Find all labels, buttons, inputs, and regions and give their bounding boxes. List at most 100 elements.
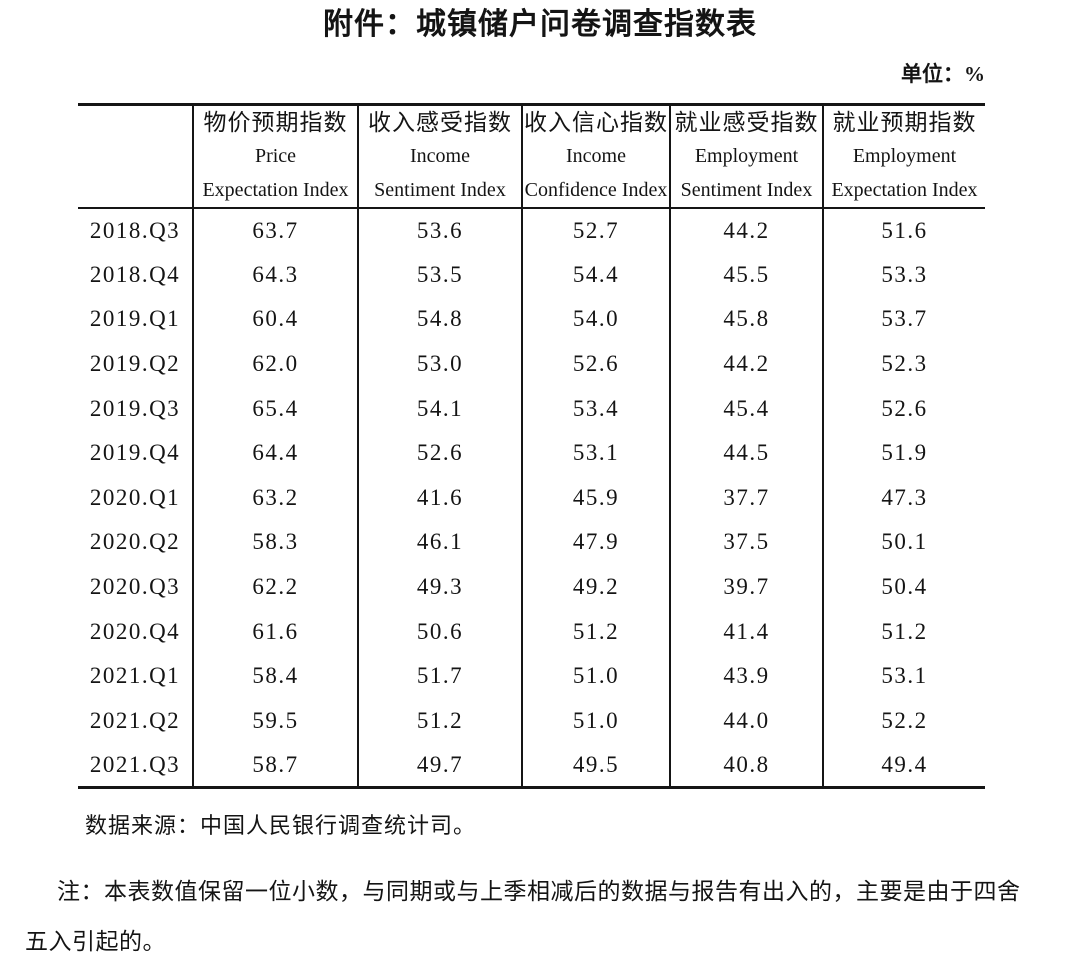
value-cell: 60.4 (192, 297, 358, 342)
value-cell: 37.5 (669, 520, 823, 565)
quarter-cell: 2021.Q2 (89, 707, 181, 733)
value-cell: 40.8 (669, 743, 823, 790)
quarter-cell: 2018.Q3 (89, 217, 181, 243)
unit-label: 单位：% (901, 62, 985, 86)
quarter-cell: 2019.Q2 (89, 351, 181, 377)
column-title-cn: 就业感受指数 (674, 110, 819, 135)
value-cell: 52.7 (521, 208, 670, 253)
quarter-cell: 2021.Q3 (78, 743, 193, 790)
value-cell: 51.2 (822, 609, 985, 654)
header-cell-price-expectation-index: 物价预期指数 Price Expectation Index (192, 103, 358, 209)
value-cell: 59.5 (192, 698, 358, 744)
table-row: 2019.Q2 62.0 53.0 52.6 44.2 52.3 (78, 341, 985, 387)
column-title-en-line2: Confidence Index (524, 179, 668, 201)
value-cell: 53.7 (822, 297, 985, 342)
value-cell: 52.3 (822, 341, 985, 387)
table-row: 2020.Q4 61.6 50.6 51.2 41.4 51.2 (78, 609, 985, 654)
quarter-cell: 2020.Q1 (89, 484, 181, 510)
table-row: 2021.Q3 58.7 49.7 49.5 40.8 49.4 (78, 743, 985, 790)
value-cell: 51.0 (521, 698, 670, 744)
header-row: 物价预期指数 Price Expectation Index 收入感受指数 In… (78, 103, 985, 209)
table-row: 2019.Q4 64.4 52.6 53.1 44.5 51.9 (78, 430, 985, 476)
column-title-en-line1: Employment (852, 145, 957, 167)
footnote: 注：本表数值保留一位小数，与同期或与上季相减后的数据与报告有出入的，主要是由于四… (25, 879, 1021, 955)
value-cell: 51.6 (822, 208, 985, 253)
value-cell: 50.1 (822, 520, 985, 565)
quarter-cell: 2021.Q1 (89, 663, 181, 689)
value-cell: 63.7 (192, 208, 358, 253)
quarter-cell: 2019.Q4 (89, 440, 181, 466)
value-cell: 53.3 (822, 252, 985, 298)
value-cell: 50.6 (357, 609, 522, 654)
value-cell: 54.1 (357, 386, 522, 431)
column-title-en-line2: Expectation Index (831, 179, 978, 201)
value-cell: 54.8 (357, 297, 522, 342)
survey-index-table: 物价预期指数 Price Expectation Index 收入感受指数 In… (78, 103, 985, 790)
table-row: 2019.Q1 60.4 54.8 54.0 45.8 53.7 (78, 297, 985, 342)
value-cell: 49.5 (521, 743, 670, 790)
value-cell: 52.6 (357, 430, 522, 476)
quarter-cell: 2019.Q1 (89, 306, 181, 332)
value-cell: 51.2 (357, 698, 522, 744)
value-cell: 41.4 (669, 609, 823, 654)
table-row: 2020.Q1 63.2 41.6 45.9 37.7 47.3 (78, 475, 985, 521)
table-row: 2020.Q3 62.2 49.3 49.2 39.7 50.4 (78, 564, 985, 610)
column-title-cn: 收入信心指数 (524, 110, 668, 135)
value-cell: 53.0 (357, 341, 522, 387)
value-cell: 49.2 (521, 564, 670, 610)
value-cell: 54.0 (521, 297, 670, 342)
value-cell: 45.9 (521, 475, 670, 521)
value-cell: 45.4 (669, 386, 823, 431)
value-cell: 43.9 (669, 653, 823, 699)
header-cell-employment-expectation-index: 就业预期指数 Employment Expectation Index (822, 103, 985, 209)
table-row: 2018.Q4 64.3 53.5 54.4 45.5 53.3 (78, 252, 985, 298)
value-cell: 41.6 (357, 475, 522, 521)
column-title-en-line1: Income (410, 145, 470, 167)
value-cell: 58.7 (192, 743, 358, 790)
value-cell: 53.5 (357, 252, 522, 298)
value-cell: 61.6 (192, 609, 358, 654)
value-cell: 47.9 (521, 520, 670, 565)
data-source-note: 数据来源：中国人民银行调查统计司。 (85, 813, 477, 839)
quarter-cell: 2020.Q4 (89, 618, 181, 644)
value-cell: 62.2 (192, 564, 358, 610)
value-cell: 64.3 (192, 252, 358, 298)
page-title: 附件：城镇储户问卷调查指数表 (323, 8, 757, 41)
column-title-cn: 就业预期指数 (832, 110, 977, 135)
column-title-en-line1: Employment (694, 145, 799, 167)
value-cell: 58.3 (192, 520, 358, 565)
value-cell: 44.5 (669, 430, 823, 476)
table-row: 2018.Q3 63.7 53.6 52.7 44.2 51.6 (78, 208, 985, 253)
value-cell: 52.2 (822, 698, 985, 744)
table-row: 2019.Q3 65.4 54.1 53.4 45.4 52.6 (78, 386, 985, 431)
value-cell: 46.1 (357, 520, 522, 565)
column-title-cn: 物价预期指数 (203, 110, 348, 135)
header-cell-income-sentiment-index: 收入感受指数 Income Sentiment Index (357, 103, 522, 209)
value-cell: 49.4 (822, 743, 985, 790)
table-row: 2021.Q2 59.5 51.2 51.0 44.0 52.2 (78, 698, 985, 744)
value-cell: 52.6 (822, 386, 985, 431)
value-cell: 44.2 (669, 341, 823, 387)
table-row: 2021.Q1 58.4 51.7 51.0 43.9 53.1 (78, 653, 985, 699)
column-title-en-line1: Income (566, 145, 626, 167)
value-cell: 64.4 (192, 430, 358, 476)
header-cell-quarter (78, 103, 193, 209)
value-cell: 44.2 (669, 208, 823, 253)
column-title-en-line2: Sentiment Index (680, 179, 813, 201)
column-title-cn: 收入感受指数 (368, 110, 512, 135)
quarter-cell: 2019.Q3 (89, 395, 181, 421)
value-cell: 39.7 (669, 564, 823, 610)
value-cell: 62.0 (192, 341, 358, 387)
value-cell: 50.4 (822, 564, 985, 610)
value-cell: 45.8 (669, 297, 823, 342)
value-cell: 45.5 (669, 252, 823, 298)
value-cell: 49.7 (357, 743, 522, 790)
value-cell: 51.7 (357, 653, 522, 699)
value-cell: 53.4 (521, 386, 670, 431)
header-cell-employment-sentiment-index: 就业感受指数 Employment Sentiment Index (669, 103, 823, 209)
value-cell: 51.2 (521, 609, 670, 654)
value-cell: 58.4 (192, 653, 358, 699)
value-cell: 47.3 (822, 475, 985, 521)
value-cell: 44.0 (669, 698, 823, 744)
